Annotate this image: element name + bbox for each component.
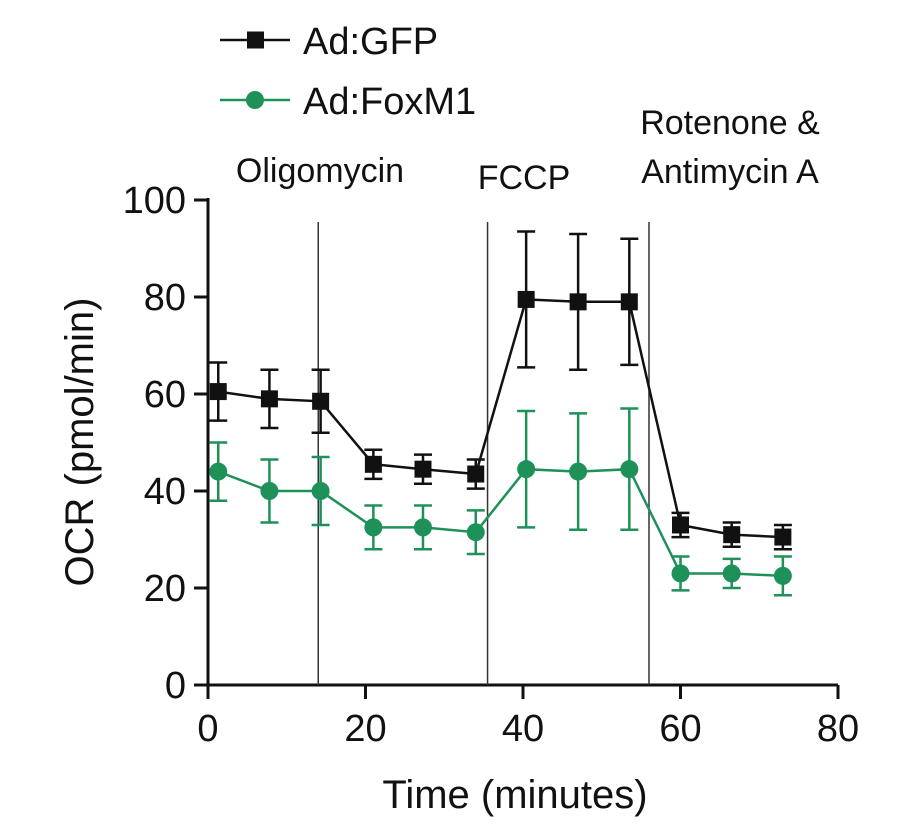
data-point (467, 465, 485, 483)
data-point (260, 482, 279, 500)
data-point (466, 523, 485, 542)
legend-item: Ad:GFP (220, 21, 438, 63)
y-tick-label: 20 (144, 568, 186, 610)
series-ad-gfp (209, 230, 792, 551)
legend-marker (247, 31, 264, 49)
data-point (774, 528, 792, 546)
data-point (364, 455, 382, 473)
x-tick-label: 60 (659, 708, 701, 750)
data-point (517, 460, 536, 479)
data-point (620, 460, 639, 479)
series-line (217, 467, 783, 578)
x-tick-label: 20 (344, 708, 386, 750)
data-point (569, 462, 588, 481)
data-point (517, 290, 535, 308)
data-point (773, 566, 792, 585)
y-axis-label: OCR (pmol/min) (58, 298, 102, 587)
legend-label: Ad:FoxM1 (303, 81, 476, 123)
data-point (671, 564, 690, 583)
legend: Ad:GFP Ad:FoxM1 (220, 21, 476, 123)
injection-label: FCCP (478, 159, 571, 197)
data-point (364, 518, 383, 537)
series-ad-foxm1 (209, 407, 792, 597)
legend-marker (246, 91, 264, 109)
data-point (414, 460, 432, 478)
series-layer (209, 230, 792, 597)
data-point (311, 482, 330, 500)
data-point (209, 462, 228, 481)
x-tick-label: 80 (817, 708, 859, 750)
x-axis-label: Time (minutes) (382, 773, 647, 817)
data-point (722, 564, 741, 583)
legend-item: Ad:FoxM1 (220, 81, 476, 123)
data-point (312, 392, 330, 410)
data-point (672, 516, 689, 534)
x-tick-label: 40 (502, 708, 544, 750)
y-tick-label: 100 (123, 180, 186, 222)
data-point (620, 293, 638, 311)
data-point (569, 293, 587, 311)
injection-label: Rotenone & (640, 104, 820, 142)
injection-markers: Oligomycin FCCP Rotenone & Antimycin A (236, 104, 820, 685)
y-tick-label: 40 (144, 471, 186, 513)
injection-label: Antimycin A (641, 153, 819, 191)
injection-label: Oligomycin (236, 152, 404, 190)
series-line (218, 298, 783, 539)
data-point (723, 526, 741, 544)
data-point (413, 518, 432, 537)
y-tick-label: 60 (144, 374, 186, 416)
y-tick-label: 0 (165, 665, 186, 707)
data-point (209, 383, 227, 401)
axes: 0 20 40 60 80 100 0 20 40 60 80 (123, 180, 860, 750)
legend-label: Ad:GFP (303, 21, 438, 63)
data-point (260, 390, 278, 408)
x-tick-label: 0 (197, 708, 218, 750)
y-tick-label: 80 (144, 277, 186, 319)
